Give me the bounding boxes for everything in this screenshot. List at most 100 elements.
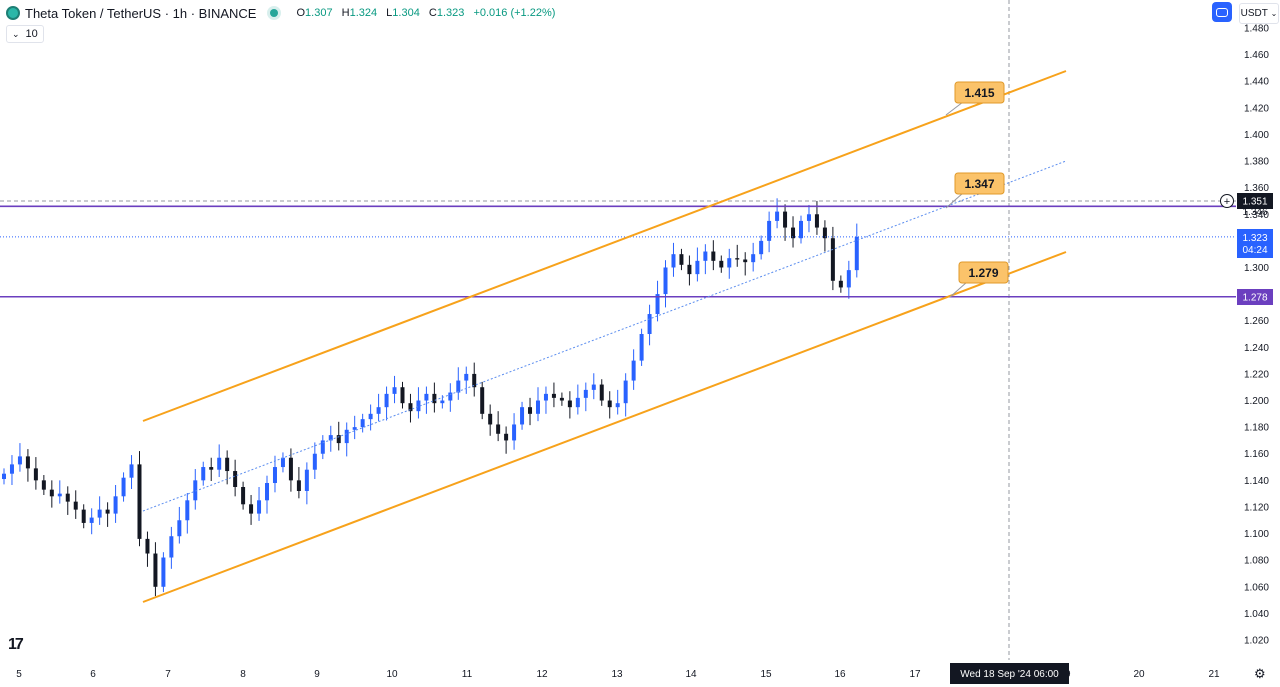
candle-body [145,538,150,554]
y-tick-label: 1.100 [1244,529,1269,540]
candle-body [759,240,764,255]
candle-body [296,480,301,491]
candle-body [89,517,94,523]
candle-body [543,393,548,401]
candle-body [2,473,6,480]
x-tick-label: 11 [462,669,473,680]
candle-body [464,373,469,381]
candle-body [304,469,309,491]
tradingview-logo-icon: 17 [8,636,24,653]
candle-body [113,496,118,514]
candle-body [711,251,716,261]
currency-button[interactable]: USDT ⌄ [1239,3,1279,24]
candle-body [249,504,254,514]
y-tick-label: 1.360 [1244,183,1269,194]
candle-body [320,440,325,454]
candle-body [288,457,293,481]
candle-body [448,392,453,401]
candle-body [225,457,230,472]
candle-body [854,236,859,271]
y-tick-label: 1.080 [1244,556,1269,567]
x-tick-label: 9 [314,669,320,680]
candle-body [312,453,317,470]
x-tick-label: 10 [386,669,398,680]
y-tick-label: 1.480 [1244,24,1269,35]
target-tag [954,81,1005,104]
candle-body [830,238,835,281]
candle-body [695,260,700,275]
x-tick-label: 20 [1133,669,1145,680]
target-pointer [945,101,964,116]
drawings[interactable]: 1.415 1.347 1.279 [0,70,1236,603]
candle-body [424,393,429,401]
y-tick-label: 1.380 [1244,157,1269,168]
x-tick-label: 15 [760,669,772,680]
indicator-value: 10 [25,28,38,40]
target-tag [954,172,1005,195]
target-tag-label: 1.415 [964,86,994,100]
candle-body [185,500,190,521]
layout-toggle-icon[interactable] [1212,2,1232,22]
target-pointer [949,281,968,298]
candle-body [488,413,493,425]
dashed-level-pill [1237,193,1273,209]
candle-body [719,260,724,268]
candle-body [65,493,70,502]
x-tick-label: 14 [685,669,697,680]
candle-body [209,467,214,470]
lower-level-label: 1.278 [1242,293,1267,304]
candle-body [535,400,540,414]
candle-body [81,509,86,523]
candle-body [121,477,126,497]
candle-body [105,509,110,514]
target-pointer [945,192,964,209]
candle-body [241,487,246,505]
candle-body [814,214,819,228]
candle-body [400,387,405,404]
candle-body [583,389,588,398]
candle-body [799,220,803,239]
symbol-title[interactable]: Theta Token / TetherUS · 1h · BINANCE [25,5,257,21]
upper-level-label: 1.346 [1242,207,1267,218]
candle-body [25,456,30,469]
y-tick-label: 1.020 [1244,636,1269,647]
candle-body [49,489,54,497]
candle-body [567,400,572,408]
indicator-toggle[interactable]: ⌄ 10 [6,25,44,43]
candle-body [599,384,604,401]
x-tick-label: 8 [240,669,246,680]
candles [2,198,859,597]
candle-body [153,553,158,587]
x-tick-label: 7 [165,669,171,680]
candle-body [233,471,238,487]
theta-logo-icon [6,6,20,20]
gear-icon[interactable]: ⚙ [1254,666,1266,681]
candle-body [280,457,285,468]
candle-body [193,480,198,501]
x-tick-label: 5 [16,669,22,680]
candle-body [687,264,692,275]
candle-body [743,259,748,263]
candle-body [663,267,668,295]
candle-body [360,419,365,428]
chevron-down-icon: ⌄ [12,28,20,39]
candle-body [161,557,166,587]
candle-body [169,536,174,558]
candle-body [655,294,660,315]
candle-body [512,424,517,441]
lower-level-pill [1237,289,1273,305]
y-tick-label: 1.340 [1244,210,1269,221]
x-tick-label: 21 [1208,669,1220,680]
candle-body [504,433,509,441]
candle-body [727,258,732,268]
y-tick-label: 1.240 [1244,343,1269,354]
candle-body [392,387,397,394]
live-dot-icon [270,9,279,17]
candle-body [408,403,413,412]
candle-body [440,400,445,404]
candle-body [265,483,270,501]
y-tick-label: 1.180 [1244,423,1269,434]
add-alert-icon [1220,194,1234,208]
target-tag-label: 1.347 [964,177,994,191]
